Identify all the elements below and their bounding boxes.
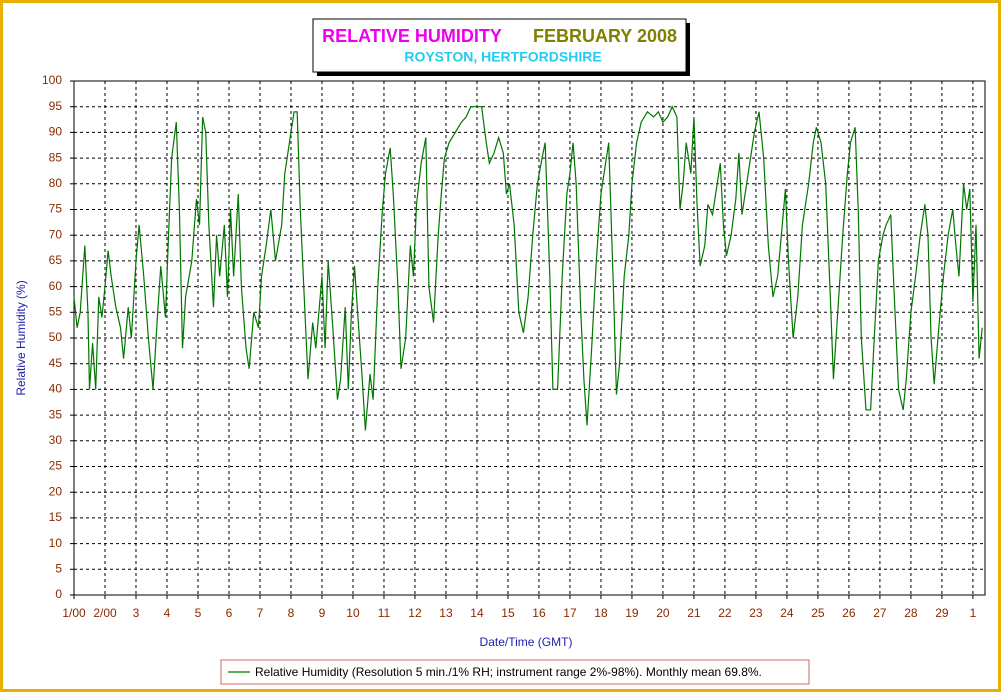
x-tick-label: 24	[780, 606, 794, 620]
x-tick-label: 10	[346, 606, 360, 620]
y-tick-label: 20	[49, 484, 63, 498]
y-tick-label: 35	[49, 407, 63, 421]
x-tick-label: 3	[133, 606, 140, 620]
x-tick-label: 8	[288, 606, 295, 620]
y-tick-label: 25	[49, 459, 63, 473]
x-tick-label: 23	[749, 606, 763, 620]
y-tick-label: 80	[49, 176, 63, 190]
y-tick-label: 50	[49, 330, 63, 344]
y-tick-label: 100	[42, 73, 62, 87]
y-tick-label: 0	[55, 587, 62, 601]
x-tick-label: 28	[904, 606, 918, 620]
y-tick-label: 90	[49, 125, 63, 139]
x-tick-label: 4	[164, 606, 171, 620]
y-tick-label: 85	[49, 150, 63, 164]
x-tick-label: 27	[873, 606, 887, 620]
chart-subtitle: ROYSTON, HERTFORDSHIRE	[404, 49, 601, 65]
x-tick-label: 20	[656, 606, 670, 620]
x-tick-label: 16	[532, 606, 546, 620]
title-box	[312, 18, 687, 73]
y-tick-label: 65	[49, 253, 63, 267]
y-tick-label: 75	[49, 202, 63, 216]
x-tick-label: 2/00	[93, 606, 117, 620]
x-tick-label: 17	[563, 606, 577, 620]
y-tick-label: 45	[49, 356, 63, 370]
chart-title-date: FEBRUARY 2008	[533, 26, 677, 46]
x-tick-label: 26	[842, 606, 856, 620]
data-line	[73, 105, 983, 431]
x-tick-label: 1	[970, 606, 977, 620]
x-tick-label: 29	[935, 606, 949, 620]
x-tick-label: 25	[811, 606, 825, 620]
x-axis-label: Date/Time (GMT)	[480, 635, 573, 649]
y-tick-label: 60	[49, 279, 63, 293]
y-tick-label: 10	[49, 536, 63, 550]
x-tick-label: 5	[195, 606, 202, 620]
chart-title: RELATIVE HUMIDITY	[322, 26, 502, 46]
x-tick-label: 18	[594, 606, 608, 620]
x-tick-label: 19	[625, 606, 639, 620]
x-tick-label: 6	[226, 606, 233, 620]
y-axis-label: Relative Humidity (%)	[14, 280, 28, 395]
x-tick-label: 21	[687, 606, 701, 620]
x-tick-label: 12	[408, 606, 422, 620]
y-tick-label: 5	[55, 561, 62, 575]
x-tick-label: 15	[501, 606, 515, 620]
legend-label: Relative Humidity (Resolution 5 min./1% …	[255, 665, 762, 679]
x-tick-label: 14	[470, 606, 484, 620]
y-tick-label: 40	[49, 382, 63, 396]
x-tick-label: 7	[257, 606, 264, 620]
legend-box	[220, 659, 810, 685]
y-tick-label: 70	[49, 227, 63, 241]
y-tick-label: 30	[49, 433, 63, 447]
y-tick-label: 15	[49, 510, 63, 524]
x-tick-label: 1/00	[62, 606, 86, 620]
plot-border	[73, 80, 986, 596]
x-tick-label: 11	[378, 606, 391, 620]
y-tick-label: 55	[49, 304, 63, 318]
x-tick-label: 9	[319, 606, 326, 620]
x-tick-label: 13	[439, 606, 453, 620]
x-tick-label: 22	[718, 606, 732, 620]
y-tick-label: 95	[49, 99, 63, 113]
